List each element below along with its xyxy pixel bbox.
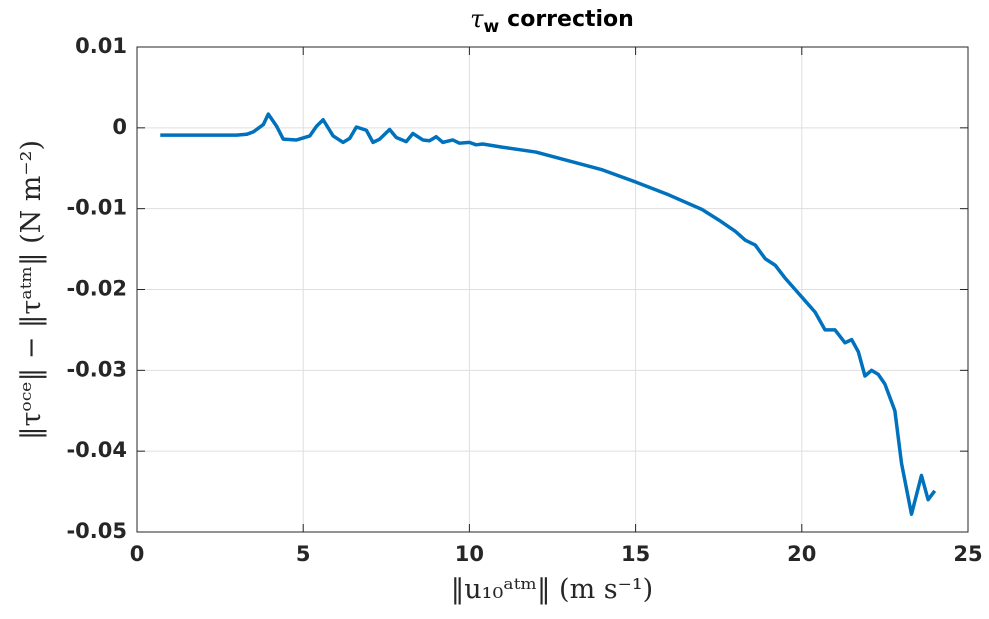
- y-tick-label: -0.03: [66, 357, 127, 381]
- y-tick-label: 0: [112, 115, 127, 139]
- x-tick-label: 20: [787, 542, 816, 566]
- x-tick-label: 15: [621, 542, 650, 566]
- chart-title: τw correction: [470, 5, 634, 38]
- plot-frame: [136, 46, 969, 533]
- y-tick-label: -0.04: [66, 438, 127, 462]
- y-tick-label: -0.02: [66, 277, 127, 301]
- x-tick-label: 10: [455, 542, 484, 566]
- data-line: [160, 112, 937, 516]
- y-tick-label: -0.05: [66, 519, 127, 543]
- x-tick-label: 0: [130, 542, 145, 566]
- y-tick-label: 0.01: [75, 34, 127, 58]
- x-tick-label: 25: [953, 542, 982, 566]
- x-axis-label: ‖u₁₀ᵃᵗᵐ‖ (m s⁻¹): [451, 574, 653, 605]
- y-axis-label: ‖τᵒᶜᵉ‖ − ‖τᵃᵗᵐ‖ (N m⁻²): [16, 140, 47, 440]
- title-subscript: w: [483, 17, 499, 37]
- x-tick-label: 5: [296, 542, 311, 566]
- y-tick-label: -0.01: [66, 196, 127, 220]
- title-text: correction: [507, 7, 634, 32]
- title-symbol: τ: [470, 5, 484, 33]
